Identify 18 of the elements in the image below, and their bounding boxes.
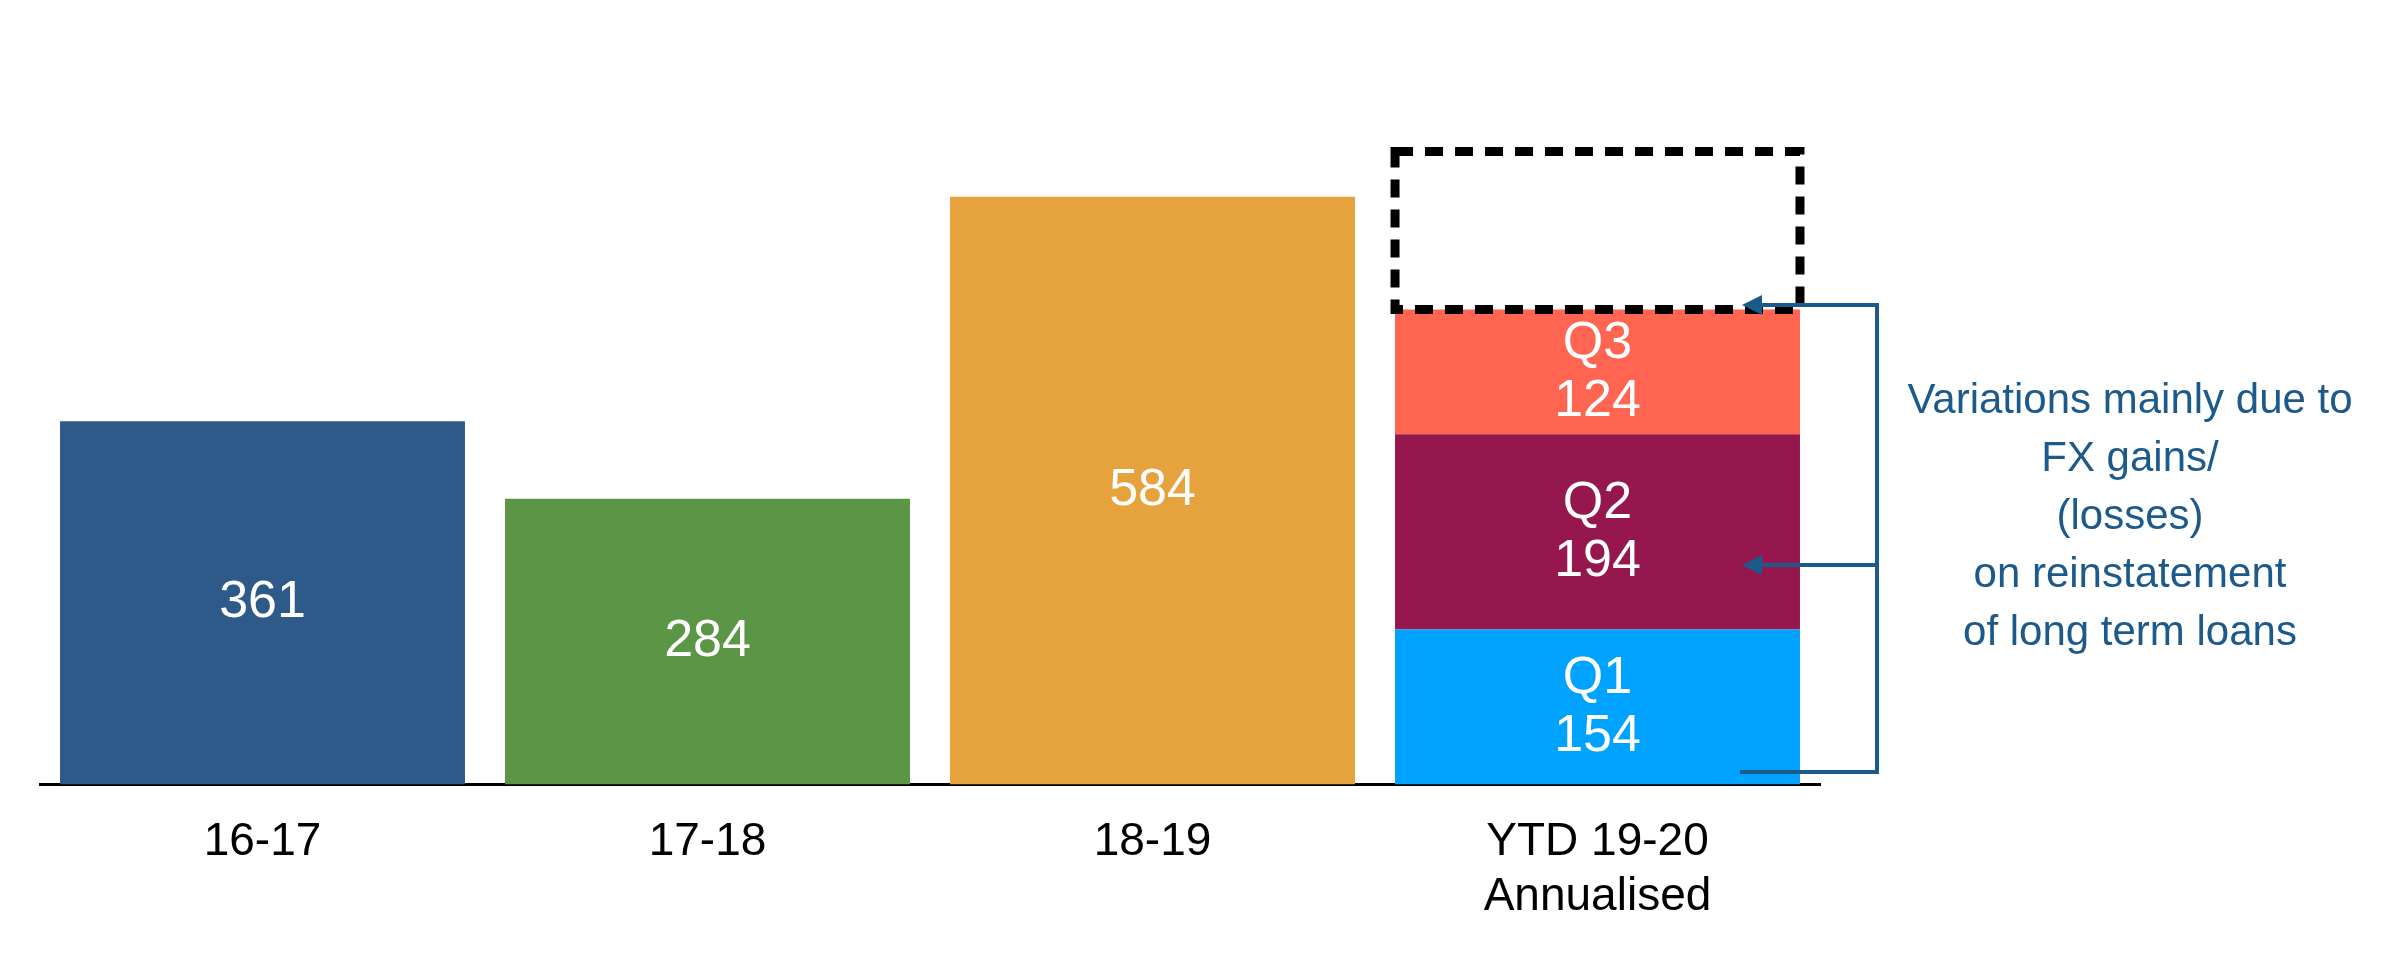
series-label: Q2: [1562, 471, 1633, 530]
bar: [505, 498, 910, 785]
data-label: 584: [1109, 458, 1196, 517]
data-label: 154: [1554, 704, 1641, 763]
series-label: Q1: [1562, 646, 1633, 705]
bar: [60, 421, 465, 785]
data-label: 194: [1554, 529, 1641, 588]
data-label: 124: [1554, 369, 1641, 428]
x-tick-label: 16-17: [203, 812, 322, 865]
x-tick-label: 17-18: [648, 812, 767, 865]
data-label: 361: [219, 570, 306, 629]
x-tick-label: YTD 19-20 Annualised: [1483, 812, 1712, 921]
text: Variations mainly due to FX gains/ (losses) on reinstatement of long term loans: [1906, 374, 2354, 656]
series-label: Q3: [1562, 311, 1633, 370]
bar: [950, 196, 1355, 785]
bar: [1395, 629, 1800, 785]
data-label: 284: [664, 609, 751, 668]
x-tick-label: 18-19: [1093, 812, 1212, 865]
